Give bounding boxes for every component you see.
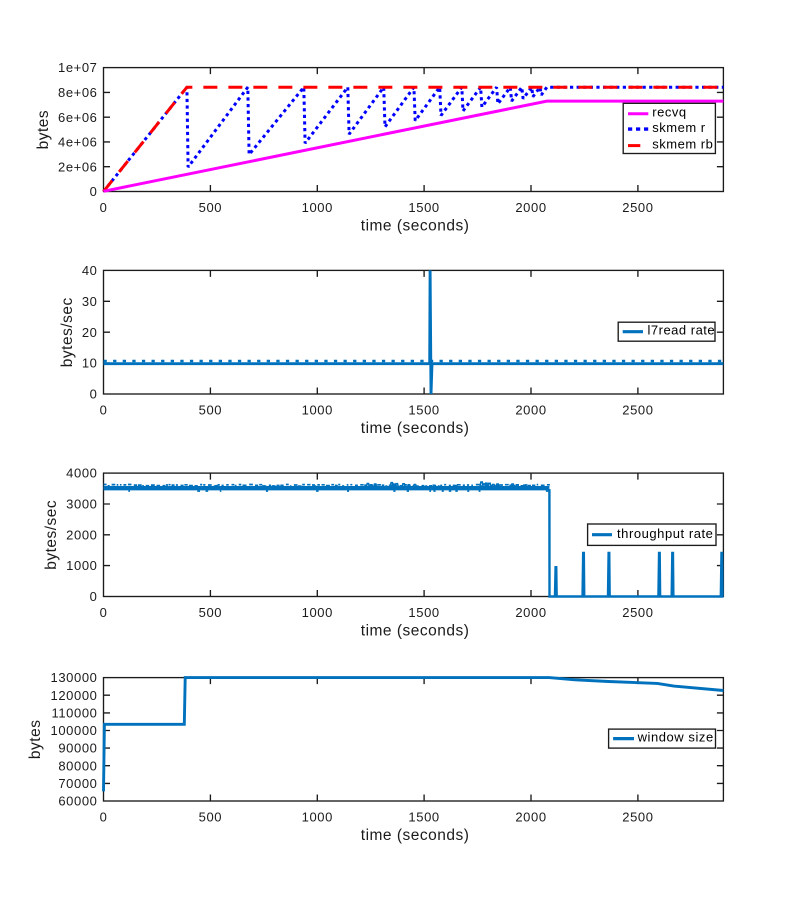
svg-text:skmem r: skmem r (652, 120, 706, 135)
svg-text:500: 500 (199, 403, 223, 418)
svg-text:bytes/sec: bytes/sec (59, 297, 76, 367)
svg-text:throughput rate: throughput rate (617, 526, 713, 541)
svg-text:1000: 1000 (302, 605, 333, 620)
svg-text:l7read rate: l7read rate (648, 323, 716, 338)
svg-text:20: 20 (82, 325, 98, 340)
svg-text:70000: 70000 (58, 776, 97, 791)
svg-text:500: 500 (199, 605, 223, 620)
svg-text:1e+07: 1e+07 (58, 60, 98, 75)
svg-text:2000: 2000 (515, 810, 546, 825)
svg-text:2500: 2500 (622, 200, 653, 215)
svg-text:110000: 110000 (51, 706, 97, 721)
svg-text:recvq: recvq (652, 105, 686, 120)
svg-text:40: 40 (82, 263, 98, 278)
svg-text:1000: 1000 (302, 403, 333, 418)
svg-text:90000: 90000 (58, 741, 97, 756)
svg-text:1500: 1500 (408, 605, 439, 620)
svg-text:2000: 2000 (515, 403, 546, 418)
svg-text:120000: 120000 (51, 688, 98, 703)
svg-text:2000: 2000 (515, 200, 546, 215)
svg-text:1500: 1500 (408, 810, 439, 825)
svg-text:2500: 2500 (622, 403, 653, 418)
svg-text:130000: 130000 (51, 670, 98, 685)
svg-text:0: 0 (90, 184, 98, 199)
svg-text:time (seconds): time (seconds) (361, 827, 470, 844)
svg-text:2500: 2500 (622, 605, 653, 620)
svg-text:80000: 80000 (58, 758, 97, 773)
svg-text:bytes/sec: bytes/sec (43, 500, 60, 570)
svg-text:6e+06: 6e+06 (58, 110, 98, 125)
svg-text:0: 0 (100, 810, 108, 825)
svg-text:4000: 4000 (66, 466, 97, 481)
svg-text:2500: 2500 (622, 810, 653, 825)
svg-text:60000: 60000 (58, 794, 97, 809)
svg-text:0: 0 (90, 589, 98, 604)
svg-text:3000: 3000 (66, 497, 97, 512)
svg-text:100000: 100000 (51, 723, 98, 738)
svg-text:1000: 1000 (302, 200, 333, 215)
svg-text:window size: window size (637, 730, 714, 745)
svg-text:0: 0 (100, 200, 108, 215)
svg-text:8e+06: 8e+06 (58, 85, 98, 100)
svg-text:1000: 1000 (66, 558, 97, 573)
svg-text:0: 0 (90, 387, 98, 402)
svg-text:time (seconds): time (seconds) (361, 623, 470, 640)
svg-text:1500: 1500 (408, 200, 439, 215)
svg-text:1500: 1500 (408, 403, 439, 418)
svg-text:500: 500 (199, 200, 223, 215)
svg-text:10: 10 (82, 356, 98, 371)
svg-text:skmem rb: skmem rb (652, 137, 713, 152)
svg-text:time (seconds): time (seconds) (361, 420, 470, 437)
svg-text:500: 500 (199, 810, 223, 825)
svg-text:0: 0 (100, 403, 108, 418)
svg-text:4e+06: 4e+06 (58, 135, 98, 150)
svg-text:1000: 1000 (302, 810, 333, 825)
svg-text:2000: 2000 (515, 605, 546, 620)
svg-text:time (seconds): time (seconds) (361, 218, 470, 235)
svg-text:2e+06: 2e+06 (58, 159, 98, 174)
svg-text:bytes: bytes (35, 110, 52, 150)
svg-text:bytes: bytes (27, 720, 44, 760)
svg-text:2000: 2000 (66, 527, 97, 542)
svg-text:30: 30 (82, 294, 98, 309)
svg-text:0: 0 (100, 605, 108, 620)
